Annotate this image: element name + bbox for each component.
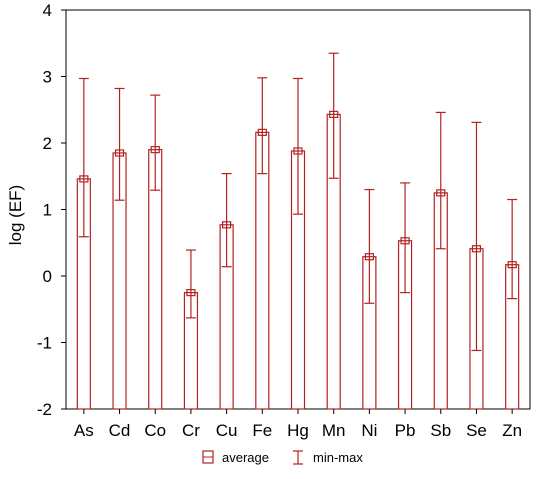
y-tick-label: 2 bbox=[43, 134, 52, 153]
x-tick-label: Cr bbox=[182, 421, 200, 440]
x-tick-label: Zn bbox=[502, 421, 522, 440]
legend: average min-max bbox=[202, 450, 363, 465]
x-tick-label: Ni bbox=[361, 421, 377, 440]
x-tick-label: Cd bbox=[109, 421, 131, 440]
y-tick-label: 3 bbox=[43, 68, 52, 87]
y-tick-label: 1 bbox=[43, 201, 52, 220]
x-tick-label: Mn bbox=[322, 421, 346, 440]
x-tick-label: Co bbox=[144, 421, 166, 440]
x-tick-label: Se bbox=[466, 421, 487, 440]
x-tick-label: Pb bbox=[395, 421, 416, 440]
x-tick-label: Hg bbox=[287, 421, 309, 440]
y-tick-label: -1 bbox=[37, 334, 52, 353]
x-tick-label: Cu bbox=[216, 421, 238, 440]
y-tick-label: 4 bbox=[43, 1, 52, 20]
legend-average-label: average bbox=[222, 450, 269, 465]
y-tick-label: -2 bbox=[37, 400, 52, 419]
y-tick-label: 0 bbox=[43, 267, 52, 286]
x-tick-label: As bbox=[74, 421, 94, 440]
x-tick-label: Sb bbox=[430, 421, 451, 440]
legend-min-max-marker bbox=[293, 450, 303, 465]
x-tick-label: Fe bbox=[252, 421, 272, 440]
y-axis-label: log (EF) bbox=[6, 185, 25, 245]
legend-min-max-label: min-max bbox=[313, 450, 363, 465]
plot-area: 4 3 2 1 0 -1 -2 As Cd Co Cr Cu Fe Hg Mn Ni Pb Sb Se Zn bbox=[37, 1, 531, 440]
